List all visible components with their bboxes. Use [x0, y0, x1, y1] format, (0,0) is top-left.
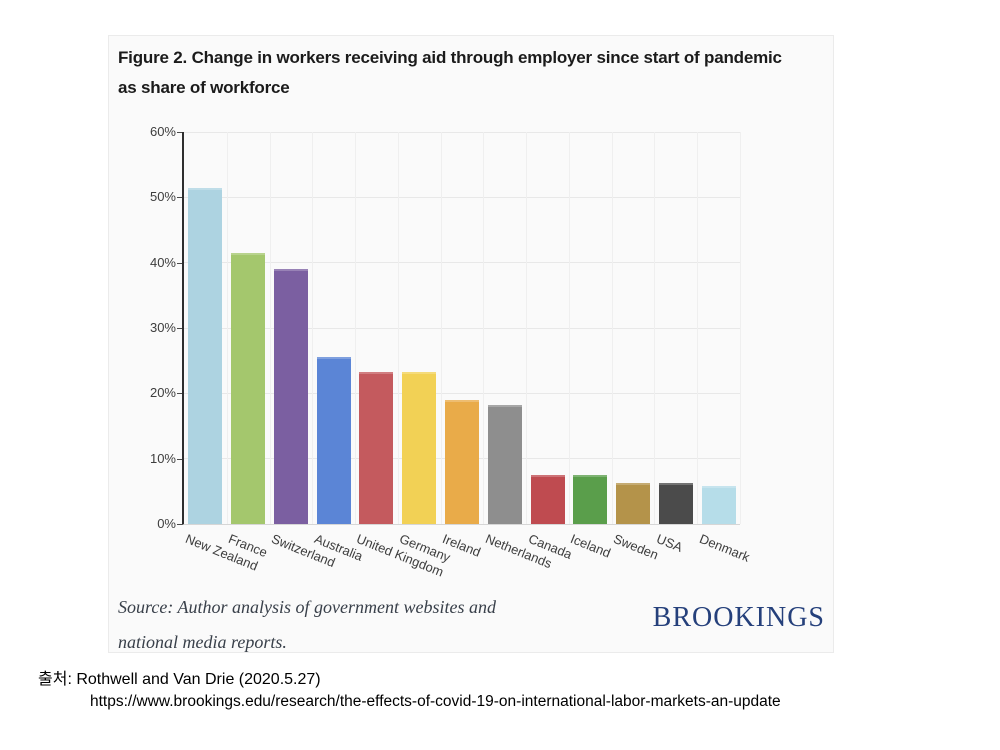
bar-australia: [317, 357, 351, 524]
v-gridline: [525, 132, 527, 524]
x-axis-label: Sweden: [611, 531, 661, 563]
h-gridline: [184, 131, 740, 133]
bar-switzerland: [274, 269, 308, 524]
v-gridline: [354, 132, 356, 524]
y-axis-tick: [177, 328, 182, 329]
bar-iceland: [573, 475, 607, 524]
h-gridline: [184, 392, 740, 394]
y-axis-label: 40%: [149, 254, 176, 270]
y-axis-tick: [177, 132, 182, 133]
y-axis-label: 50%: [149, 189, 176, 205]
v-gridline: [653, 132, 655, 524]
v-gridline: [226, 132, 228, 524]
v-gridline: [568, 132, 570, 524]
h-gridline: [184, 196, 740, 198]
bar-netherlands: [488, 405, 522, 524]
v-gridline: [611, 132, 613, 524]
y-axis-label: 0%: [157, 516, 176, 531]
v-gridline: [311, 132, 313, 524]
brookings-logo: BROOKINGS: [652, 602, 825, 633]
v-gridline: [696, 132, 698, 524]
y-axis-tick: [177, 262, 182, 264]
y-axis-tick: [177, 197, 182, 199]
bar-usa: [659, 483, 693, 524]
x-axis-label: Iceland: [568, 531, 613, 561]
figure-card: Figure 2. Change in workers receiving ai…: [108, 35, 834, 653]
source-note: Source: Author analysis of government we…: [118, 597, 496, 652]
v-gridline: [739, 132, 741, 524]
figure-title: Figure 2. Change in workers receiving ai…: [118, 48, 782, 97]
y-axis-tick: [177, 458, 182, 460]
v-gridline: [397, 132, 399, 524]
y-axis-label: 60%: [149, 124, 176, 139]
h-gridline: [184, 262, 740, 264]
y-axis-label: 20%: [149, 385, 176, 401]
citation-block: 출처: Rothwell and Van Drie (2020.5.27) ht…: [38, 669, 781, 713]
y-axis-tick: [177, 393, 182, 395]
v-gridline: [440, 132, 442, 524]
h-gridline: [184, 327, 740, 329]
bar-canada: [531, 475, 565, 524]
y-axis-label: 10%: [149, 450, 176, 466]
bar-france: [231, 253, 265, 524]
bar-united-kingdom: [359, 372, 393, 524]
x-axis-label: Denmark: [697, 531, 752, 565]
y-axis-tick: [177, 524, 182, 525]
citation-url: https://www.brookings.edu/research/the-e…: [90, 693, 781, 710]
citation-source-line: 출처: Rothwell and Van Drie (2020.5.27): [38, 671, 321, 688]
bar-germany: [402, 372, 436, 524]
bar-new-zealand: [188, 188, 222, 524]
y-axis-label: 30%: [149, 320, 176, 335]
bar-sweden: [616, 483, 650, 524]
v-gridline: [269, 132, 271, 524]
bar-denmark: [702, 486, 736, 524]
bar-ireland: [445, 400, 479, 524]
plot-area: 0% 10% 20% 30% 40% 50% 60% New Zealand France Swi…: [150, 124, 752, 580]
v-gridline: [482, 132, 484, 524]
